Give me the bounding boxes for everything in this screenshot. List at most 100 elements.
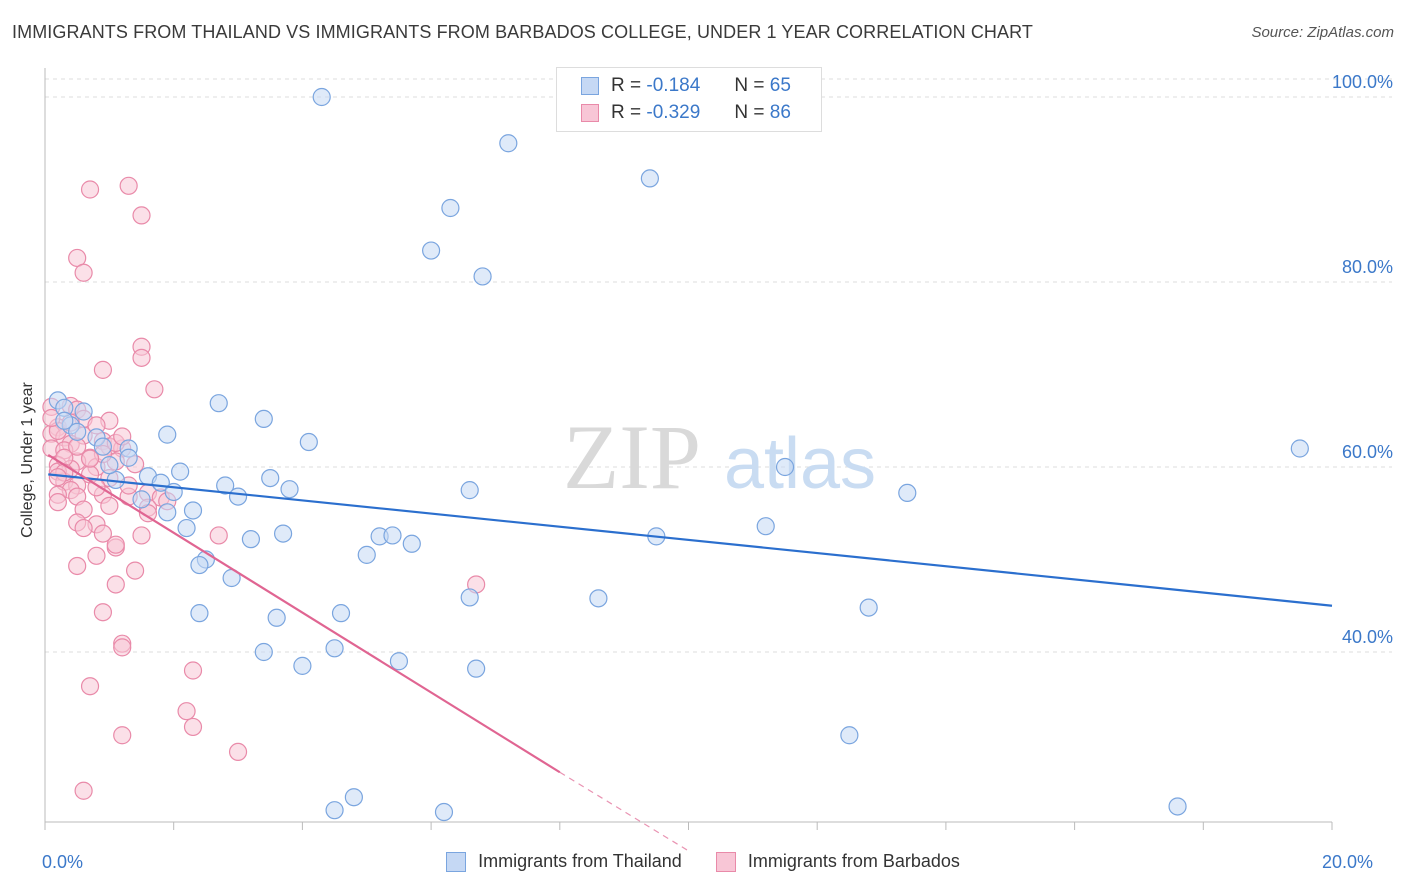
thailand-point — [898, 483, 917, 502]
n-label: N = — [734, 75, 765, 96]
thailand-point — [840, 726, 859, 745]
barbados-point — [74, 781, 93, 800]
x-tick-max: 20.0% — [1322, 852, 1374, 872]
thailand-point — [460, 481, 479, 500]
barbados-point — [80, 449, 100, 468]
barbados-point — [119, 176, 138, 195]
barbados-point — [48, 493, 67, 512]
thailand-point — [280, 480, 299, 499]
barbados-point — [80, 180, 100, 199]
barbados-legend-swatch — [715, 851, 736, 872]
source-label: Source: ZipAtlas.com — [1251, 24, 1394, 41]
x-tick-min: 0.0% — [42, 852, 84, 872]
legend-row-thailand: R = -0.184 N = 65 — [581, 74, 791, 98]
legend-label-thailand: Immigrants from Thailand — [478, 851, 682, 871]
thailand-point — [402, 534, 421, 553]
n-label: N = — [734, 102, 765, 123]
thailand-point — [357, 545, 376, 564]
y-tick-label: 40.0% — [1342, 627, 1393, 647]
barbados-point — [113, 638, 132, 657]
barbados-point — [74, 263, 93, 282]
thailand-point — [389, 652, 409, 671]
thailand-point — [441, 198, 460, 218]
thailand-point — [299, 432, 318, 452]
thailand-point — [640, 169, 659, 188]
watermark-atlas: atlas — [724, 424, 876, 504]
legend-row-barbados: R = -0.329 N = 86 — [581, 101, 791, 125]
thailand-point — [344, 788, 363, 807]
thailand-point — [422, 241, 441, 260]
thailand-point — [756, 517, 775, 536]
thailand-point — [273, 524, 293, 543]
series-legend: Immigrants from Thailand Immigrants from… — [0, 851, 1406, 872]
barbados-point — [132, 348, 151, 367]
barbados-point — [100, 496, 119, 515]
thailand-point — [177, 518, 196, 538]
thailand-legend-swatch — [446, 851, 467, 872]
thailand-point — [293, 656, 312, 675]
thailand-point — [1168, 797, 1187, 816]
barbados-point — [48, 468, 67, 487]
thailand-point — [775, 457, 795, 477]
barbados-point — [74, 518, 93, 538]
thailand-point — [190, 555, 209, 575]
thailand-point — [216, 476, 235, 495]
thailand-point — [467, 659, 486, 678]
barbados-point — [145, 380, 164, 399]
thailand-point — [325, 801, 344, 820]
thailand-point — [190, 604, 209, 623]
r-label: R = — [611, 102, 642, 123]
thailand-point — [473, 267, 492, 286]
barbados-points — [42, 176, 486, 800]
barbados-point — [132, 526, 151, 545]
thailand-point — [434, 802, 454, 822]
thailand-points — [48, 87, 1309, 822]
thailand-point — [325, 639, 344, 658]
barbados-trend-line — [47, 454, 561, 774]
thailand-point — [254, 409, 273, 428]
thailand-point — [183, 501, 203, 520]
r-label: R = — [611, 75, 642, 96]
barbados-point — [183, 661, 203, 680]
barbados-point — [93, 524, 113, 543]
r-value-thailand: -0.184 — [646, 75, 701, 96]
y-tick-label: 100.0% — [1332, 72, 1393, 92]
thailand-point — [589, 589, 608, 608]
barbados-point — [113, 726, 132, 745]
y-tick-label: 60.0% — [1342, 442, 1393, 462]
grid-lines — [45, 78, 1392, 653]
legend-item-thailand[interactable]: Immigrants from Thailand — [446, 851, 682, 872]
thailand-point — [171, 462, 190, 481]
thailand-point — [132, 490, 151, 509]
thailand-point — [100, 456, 119, 475]
barbados-point — [183, 717, 203, 737]
thailand-point — [228, 487, 248, 506]
y-tick-label: 80.0% — [1342, 257, 1393, 277]
watermark-zip: ZIP — [563, 406, 701, 508]
thailand-point — [93, 437, 113, 456]
thailand-point — [55, 411, 74, 430]
r-value-barbados: -0.329 — [646, 102, 701, 123]
thailand-point — [241, 530, 261, 549]
chart-title: IMMIGRANTS FROM THAILAND VS IMMIGRANTS F… — [12, 22, 1034, 42]
legend-item-barbados[interactable]: Immigrants from Barbados — [715, 851, 960, 872]
thailand-point — [261, 469, 280, 488]
barbados-point — [125, 561, 145, 580]
barbados-trend-extension — [559, 771, 689, 852]
trend-lines — [47, 454, 1333, 852]
thailand-point — [158, 425, 177, 444]
barbados-point — [106, 535, 125, 554]
thailand-point — [1290, 439, 1309, 458]
thailand-point — [74, 402, 93, 421]
n-value-barbados: 86 — [769, 102, 791, 123]
thailand-point — [158, 503, 177, 522]
thailand-swatch — [581, 77, 599, 95]
thailand-trend-line — [48, 473, 1333, 607]
barbados-point — [132, 206, 151, 225]
thailand-point — [383, 526, 402, 545]
thailand-point — [209, 394, 228, 413]
thailand-point — [331, 604, 351, 623]
thailand-point — [254, 642, 273, 662]
n-value-thailand: 65 — [769, 75, 791, 96]
